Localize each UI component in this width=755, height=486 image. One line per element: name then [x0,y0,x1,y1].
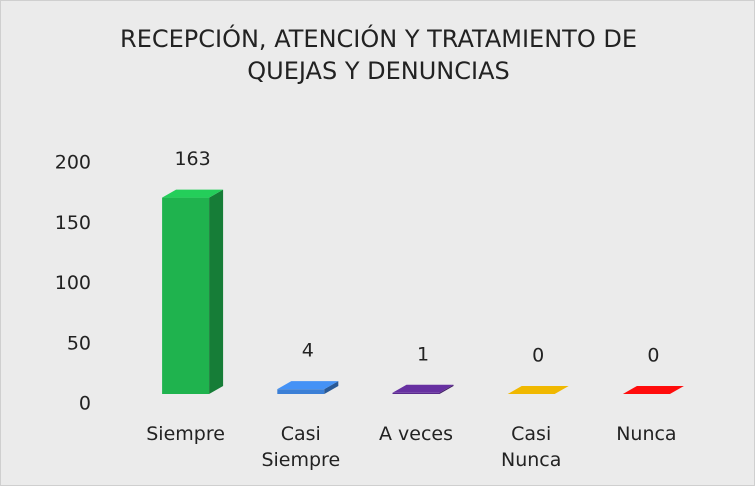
data-label: 163 [174,148,210,170]
bar-top [162,189,224,198]
y-tick-label: 100 [55,272,91,294]
data-label: 0 [647,345,659,367]
bar-top [392,384,454,393]
y-tick-label: 50 [67,332,91,354]
y-tick-label: 150 [55,212,91,234]
bar-top [507,386,569,394]
x-tick-label: Nunca [616,423,677,445]
chart-title: RECEPCIÓN, ATENCIÓN Y TRATAMIENTO DE QUE… [120,25,637,85]
bar-front [162,197,210,394]
bar-top [277,381,339,390]
bar-front [392,392,440,394]
data-label: 0 [532,345,544,367]
data-label: 4 [302,340,314,362]
x-tick-label: Casi Siempre [261,423,341,471]
y-tick-label: 0 [79,393,91,415]
y-tick-label: 200 [55,152,91,174]
x-tick-label: Siempre [146,423,225,445]
data-label: 1 [417,343,429,365]
bar-side [439,384,454,394]
bar-top [622,386,684,394]
x-tick-label: Casi Nunca [500,423,562,471]
bar-side [209,189,224,394]
bar-side [324,381,339,394]
x-tick-label: A veces [378,423,453,445]
bar-front [277,389,325,394]
